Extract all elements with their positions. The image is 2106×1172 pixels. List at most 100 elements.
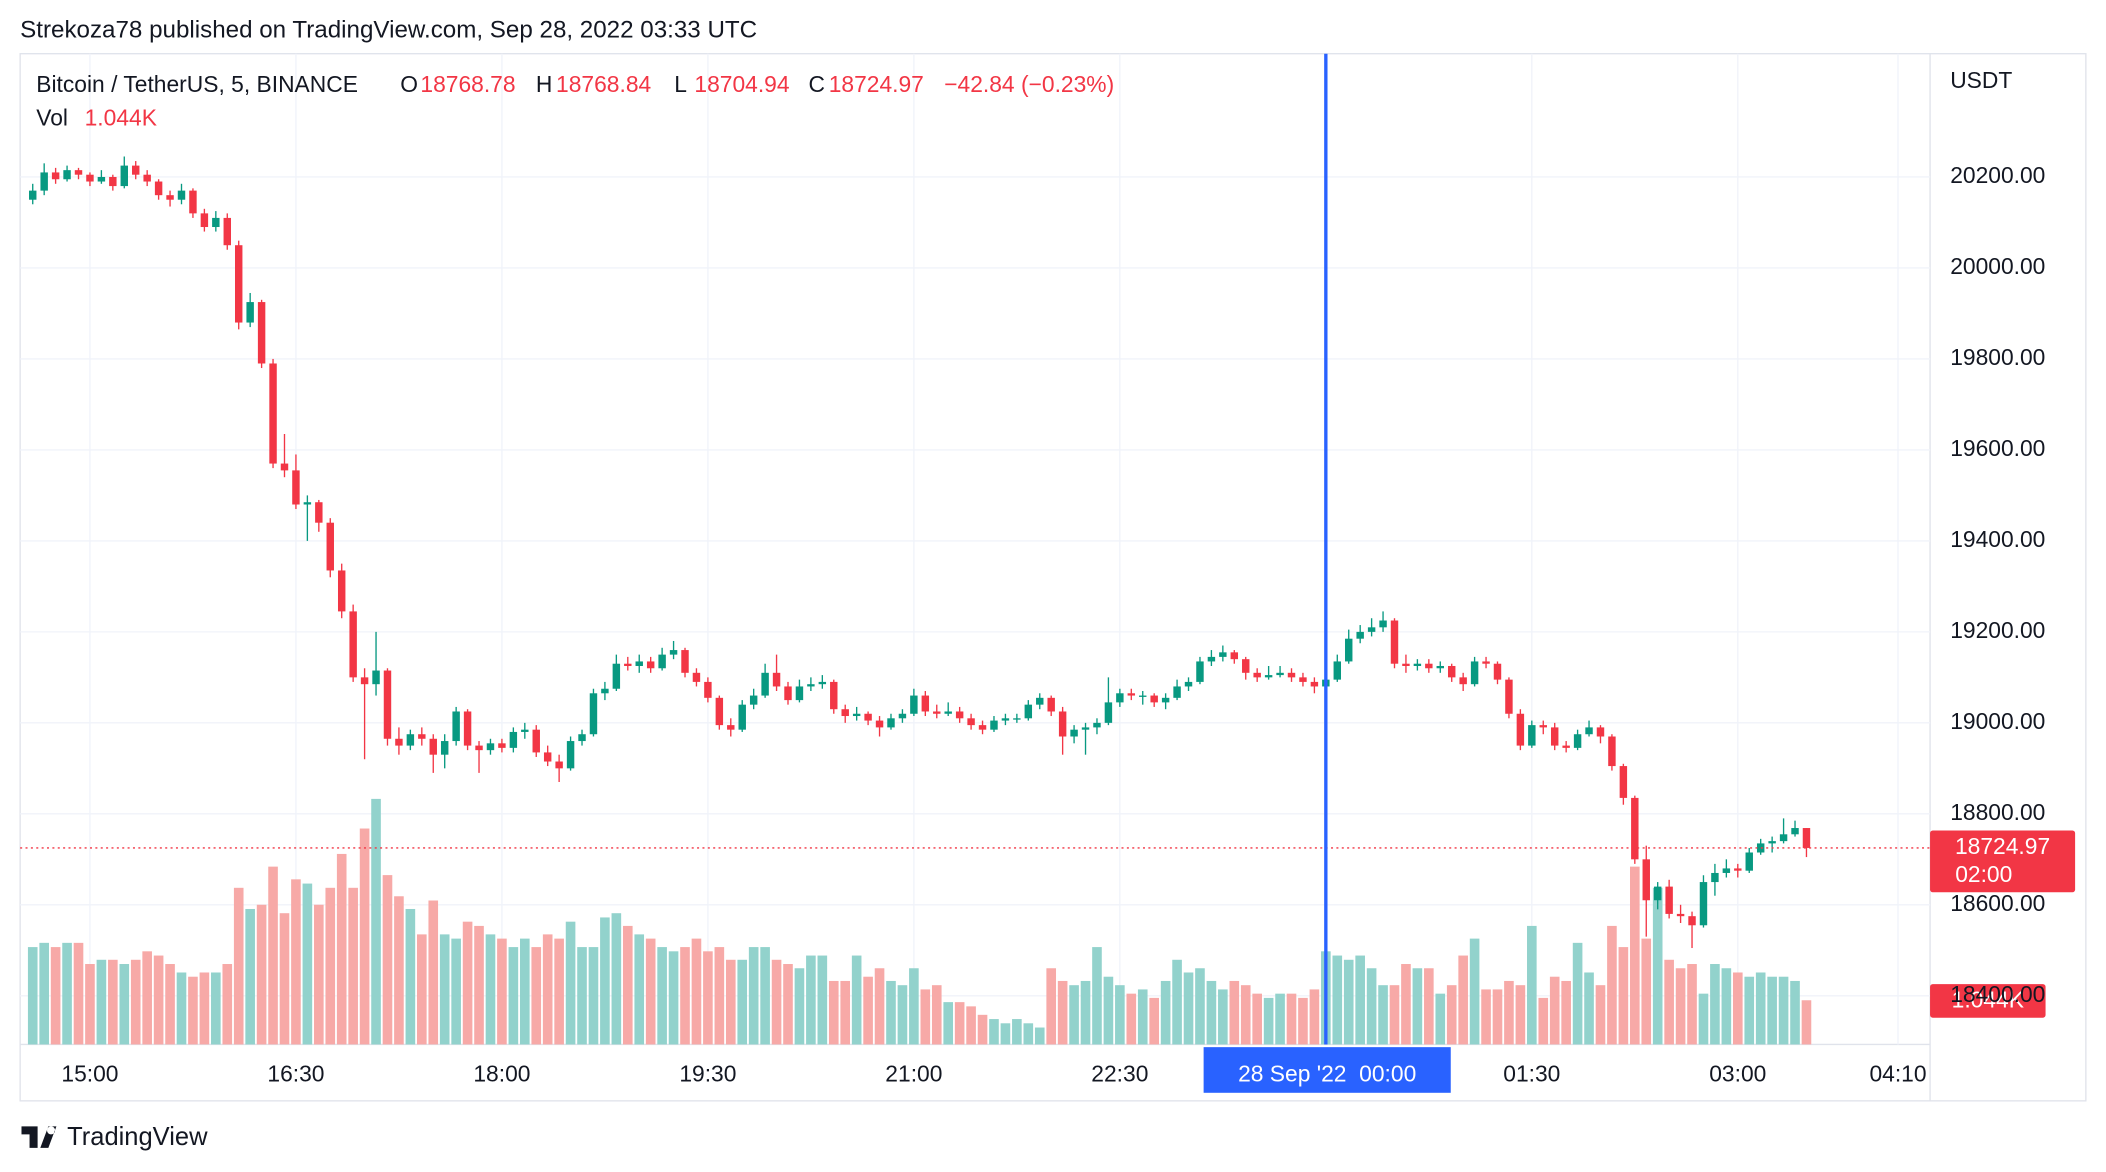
x-tick-label: 21:00 [885, 1060, 942, 1086]
volume-bar [165, 964, 175, 1045]
volume-bar [622, 925, 633, 1045]
candle-body [1665, 886, 1673, 914]
volume-bar [817, 955, 828, 1045]
candle-body [1070, 729, 1078, 737]
volume-bar [233, 887, 244, 1045]
volume-bar [542, 934, 553, 1045]
candle-body [1711, 872, 1719, 883]
candle-body [498, 743, 506, 748]
candle-body [223, 217, 231, 246]
volume-bar [1240, 985, 1251, 1045]
candle-body [875, 720, 884, 728]
last-price-badge [1930, 830, 2076, 893]
volume-bar [611, 913, 622, 1045]
candle-body [910, 695, 918, 714]
volume-bar [1263, 997, 1274, 1045]
volume-bar [1332, 955, 1343, 1045]
candle-body [337, 570, 346, 612]
volume-bar [1366, 968, 1377, 1045]
candle-body [143, 174, 151, 182]
volume-bar [1401, 964, 1411, 1045]
candle-body [1093, 722, 1101, 728]
volume-bar [1801, 1000, 1812, 1045]
volume-bar [1057, 980, 1068, 1045]
x-tick-label: 04:10 [1869, 1060, 1926, 1086]
candle-body [349, 611, 357, 678]
candle-body [395, 738, 403, 746]
x-tick-label: 16:30 [267, 1060, 324, 1086]
candle-body [1287, 672, 1296, 678]
candle-body [1333, 661, 1342, 680]
candle-body [486, 743, 495, 751]
volume-bar [634, 934, 645, 1045]
candle-body [543, 752, 552, 762]
volume-bar [256, 904, 267, 1045]
volume-bar [1092, 947, 1102, 1045]
volume-bar [600, 917, 610, 1045]
publish-info: Strekoza78 published on TradingView.com,… [20, 16, 757, 43]
candle-body [658, 654, 666, 669]
volume-bar [1309, 989, 1320, 1045]
volume-bar [1641, 938, 1652, 1045]
candle-body [818, 681, 827, 685]
candle-body [681, 650, 689, 673]
volume-bar [27, 947, 38, 1045]
candle-body [1230, 652, 1239, 660]
candle-body [635, 661, 643, 666]
candle-body [1688, 916, 1696, 926]
volume-bar [474, 925, 484, 1045]
volume-bar [714, 947, 725, 1045]
volume-bar [96, 959, 107, 1045]
legend-volume: 1.044K [85, 105, 157, 131]
candle-body [29, 190, 37, 200]
volume-bar [1149, 997, 1159, 1045]
candle-body [1390, 620, 1399, 664]
candle-body [1447, 665, 1456, 678]
candle-body [1528, 725, 1536, 746]
candle-body [1081, 727, 1090, 730]
candle-body [97, 176, 106, 182]
candle-body [646, 661, 655, 669]
candle-body [166, 195, 174, 200]
grid [20, 53, 1931, 1045]
candle-body [715, 697, 724, 726]
x-tick-label: 19:30 [679, 1060, 736, 1086]
candle-body [1562, 745, 1570, 748]
candle-body [1379, 620, 1387, 628]
brand-name: TradingView [67, 1123, 208, 1151]
candle-body [955, 711, 964, 719]
volume-bar [657, 947, 667, 1045]
volume-bar [222, 964, 233, 1045]
volume-bar [199, 972, 210, 1045]
candle-body [86, 174, 94, 182]
volume-bar [1183, 972, 1194, 1045]
candle-body [326, 522, 334, 571]
candle-body [761, 672, 769, 696]
volume-bar [725, 959, 736, 1045]
candle-body [692, 672, 701, 682]
candle-body [921, 695, 930, 712]
volume-bars [27, 798, 1812, 1045]
candle-body [1150, 695, 1158, 703]
candle-body [429, 738, 437, 755]
candle-body [1367, 627, 1376, 632]
candle-body [1253, 672, 1261, 678]
legend-low-label: L [674, 71, 687, 97]
candle-body [40, 172, 48, 191]
candle-body [132, 165, 140, 175]
volume-bar [1446, 985, 1457, 1045]
y-tick-label: 19600.00 [1950, 435, 2045, 461]
candle-body [109, 176, 117, 187]
volume-bar [336, 853, 347, 1045]
volume-bar [382, 875, 393, 1045]
volume-bar [1481, 989, 1491, 1045]
volume-bar [1126, 993, 1137, 1045]
y-tick-label: 19800.00 [1950, 344, 2045, 370]
candle-body [555, 761, 563, 769]
volume-bar [760, 947, 770, 1045]
candle-body [1734, 868, 1742, 871]
volume-bar [1034, 1027, 1045, 1045]
candle-body [1653, 886, 1662, 901]
volume-bar [314, 904, 324, 1045]
